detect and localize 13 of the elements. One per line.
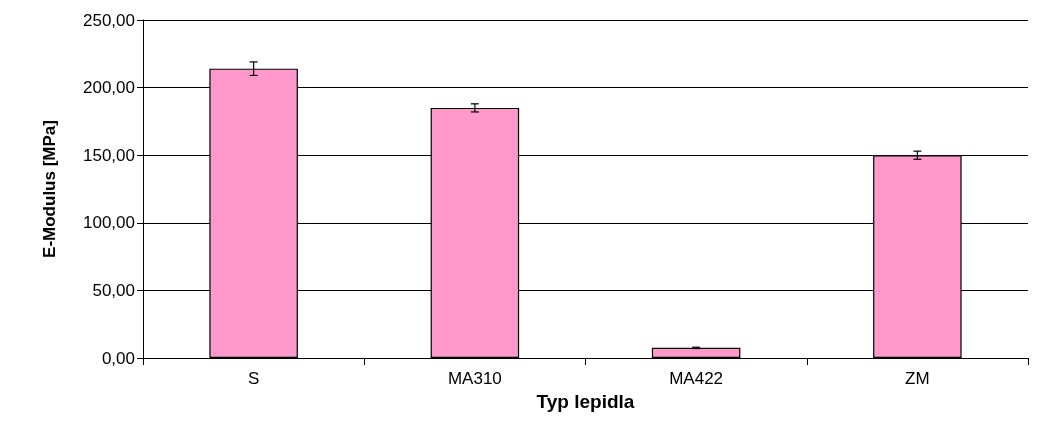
- y-axis-title: E-Modulus [MPa]: [40, 120, 59, 258]
- x-tick-label: ZM: [905, 369, 930, 388]
- y-tick-label: 200,00: [83, 78, 135, 98]
- x-tick-label: MA310: [447, 369, 502, 388]
- y-tick-label: 100,00: [83, 213, 135, 233]
- y-tick-label: 50,00: [92, 280, 135, 300]
- y-tick-label: 0,00: [101, 348, 135, 368]
- x-tick-label: S: [247, 369, 260, 388]
- x-tick-label: MA422: [669, 369, 724, 388]
- x-axis-title: Typ lepidla: [536, 390, 635, 412]
- y-tick-label: 250,00: [83, 10, 135, 30]
- bar: [651, 347, 741, 358]
- y-tick-label: 150,00: [83, 145, 135, 165]
